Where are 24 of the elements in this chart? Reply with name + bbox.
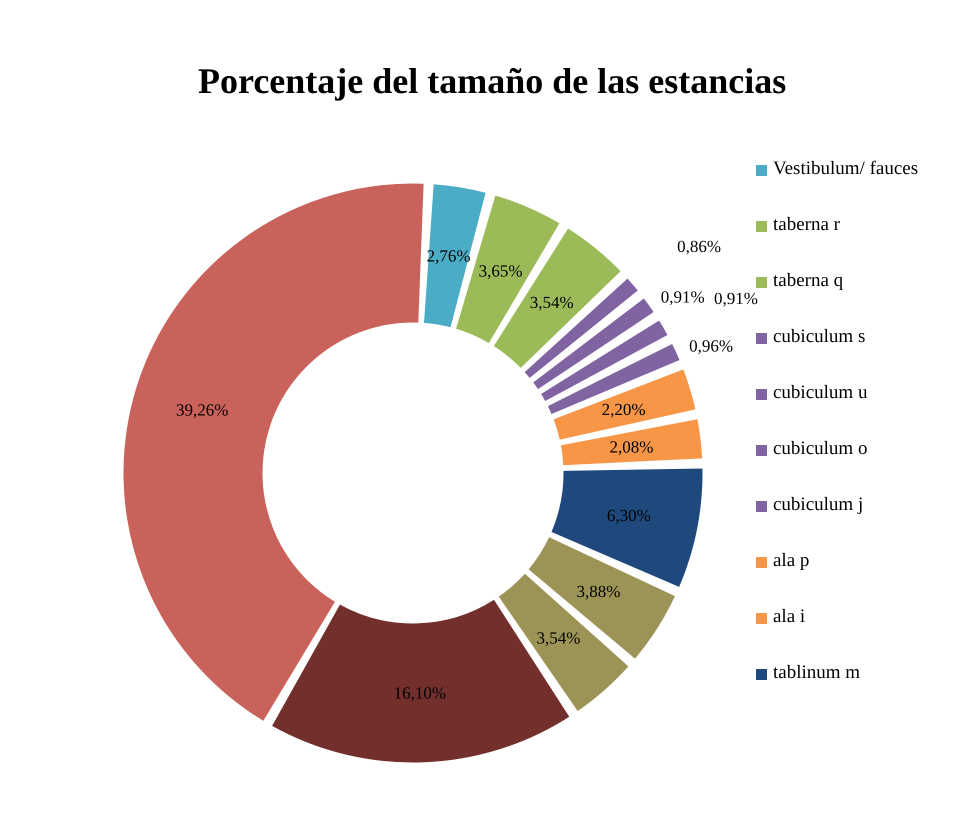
legend-label: cubiculum u [773, 382, 868, 404]
legend-label: cubiculum o [773, 438, 868, 460]
data-label: 3,54% [530, 292, 574, 312]
data-label: 2,08% [609, 437, 654, 456]
data-label: 6,30% [606, 506, 651, 525]
legend-label: cubiculum s [773, 326, 866, 348]
data-label: 3,65% [478, 262, 523, 281]
data-label: 0,91% [660, 287, 705, 306]
legend-label: ala p [773, 550, 810, 572]
legend-label: cubiculum j [773, 494, 864, 516]
legend-label: taberna q [773, 270, 844, 292]
legend-label: ala i [773, 606, 806, 628]
legend-label: tablinum m [773, 662, 862, 684]
legend-label: Vestibulum/ fauces [773, 158, 920, 180]
data-label: 0,96% [689, 336, 734, 356]
data-label: 39,26% [176, 400, 228, 420]
data-label: 2,20% [602, 400, 646, 419]
legend-label: taberna r [773, 214, 841, 236]
chart-title: Porcentaje del tamaño de las estancias [198, 60, 786, 102]
data-label: 16,10% [394, 683, 446, 702]
data-label: 0,86% [677, 236, 722, 256]
data-label: 3,88% [576, 582, 620, 601]
data-label: 3,54% [536, 628, 580, 648]
data-label: 0,91% [714, 288, 758, 308]
